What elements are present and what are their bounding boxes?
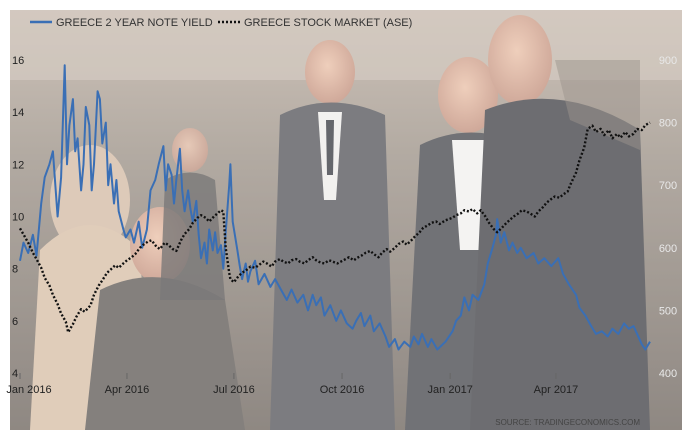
x-tick-label: Jan 2016	[6, 384, 51, 396]
y-left-tick-label: 16	[12, 55, 24, 67]
legend: GREECE 2 YEAR NOTE YIELD GREECE STOCK MA…	[30, 17, 412, 29]
y-left-tick-label: 12	[12, 159, 24, 171]
y-right-tick-label: 800	[659, 118, 677, 130]
y-right-tick-label: 600	[659, 243, 677, 255]
series-line-ase	[18, 121, 651, 334]
legend-label-ase: GREECE STOCK MARKET (ASE)	[244, 17, 412, 29]
legend-label-yield: GREECE 2 YEAR NOTE YIELD	[56, 17, 213, 29]
y-right-tick-label: 500	[659, 305, 677, 317]
y-left-tick-label: 6	[12, 316, 18, 328]
y-left-tick-label: 14	[12, 107, 24, 119]
x-tick-label: Apr 2016	[105, 384, 150, 396]
x-tick-label: Oct 2016	[320, 384, 365, 396]
x-tick-label: Jan 2017	[428, 384, 473, 396]
source-label: SOURCE: TRADINGECONOMICS.COM	[495, 418, 640, 427]
y-left-tick-label: 4	[12, 368, 18, 380]
y-right-tick-label: 700	[659, 180, 677, 192]
y-left-tick-label: 10	[12, 212, 24, 224]
y-right-tick-label: 900	[659, 55, 677, 67]
axes: 4 6 8 10 12 14 16 400 500 600 700 800 900 Jan 2016 Apr…	[6, 55, 677, 396]
background-photo	[10, 10, 682, 430]
y-right-tick-label: 400	[659, 368, 677, 380]
series-line-yield	[19, 64, 651, 351]
series	[18, 64, 651, 351]
x-tick-label: Jul 2016	[213, 384, 255, 396]
x-tick-label: Apr 2017	[534, 384, 579, 396]
y-left-tick-label: 8	[12, 264, 18, 276]
